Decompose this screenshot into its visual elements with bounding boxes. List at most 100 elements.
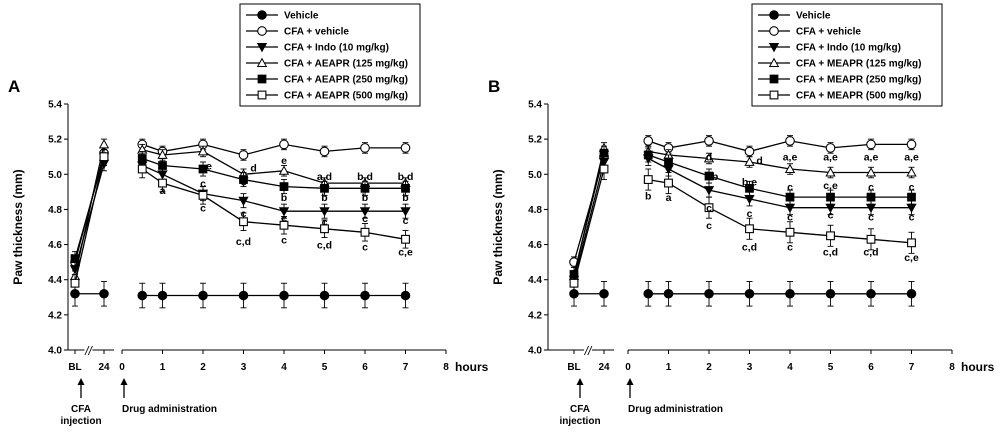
data-point xyxy=(643,288,654,299)
data-point xyxy=(599,164,609,174)
axis-break: // xyxy=(584,344,593,358)
significance-label: c,d xyxy=(317,240,332,252)
data-point xyxy=(320,183,329,193)
significance-label: a,e xyxy=(783,152,798,164)
series-line-pre xyxy=(74,163,105,270)
legend: Vehicle CFA + vehicle CFA + Indo (10 mg/kg… xyxy=(751,3,943,107)
y-tick-label: 5.0 xyxy=(528,170,542,181)
x-tick-label: 7 xyxy=(909,362,915,373)
significance-label: c,e xyxy=(823,180,838,192)
significance-label: a,d xyxy=(317,171,332,183)
significance-label: c xyxy=(909,211,915,223)
y-tick-label: 5.4 xyxy=(48,100,62,111)
data-point xyxy=(906,139,917,150)
significance-label: c,e xyxy=(398,247,413,259)
legend-label: CFA + vehicle xyxy=(284,27,349,38)
legend-marker xyxy=(769,74,779,84)
drug-administration-label: Drug administration xyxy=(628,404,723,415)
significance-label: a xyxy=(666,192,672,204)
data-point xyxy=(70,254,80,263)
series-line-pre xyxy=(573,153,605,275)
data-point xyxy=(704,136,714,146)
x-tick-label: 1 xyxy=(666,362,672,373)
series-5 xyxy=(70,147,410,293)
injection-label: injection xyxy=(559,416,600,427)
data-point xyxy=(906,167,917,177)
data-point xyxy=(703,186,715,196)
significance-label: c xyxy=(706,203,712,215)
significance-label: c xyxy=(200,178,206,190)
x-tick-label: 5 xyxy=(828,362,834,373)
series-line-pre xyxy=(573,168,605,284)
significance-label: c xyxy=(362,241,368,253)
series-2 xyxy=(568,150,917,288)
significance-label: b,d xyxy=(398,171,414,183)
significance-label: b xyxy=(402,192,408,204)
x-axis-label: hours xyxy=(455,360,489,374)
series-line-pre xyxy=(74,156,105,284)
series-1 xyxy=(70,138,411,268)
data-point xyxy=(785,288,795,299)
y-tick-label: 4.8 xyxy=(48,205,62,216)
legend-marker xyxy=(257,90,267,100)
data-point xyxy=(826,192,835,202)
x-tick-label: 2 xyxy=(200,362,206,373)
series-line xyxy=(142,143,406,156)
significance-label: d xyxy=(250,162,256,174)
data-point xyxy=(70,278,80,288)
data-point xyxy=(866,139,876,150)
chart-panel-a: A 4.0 4.2 4.4 4.6 4.8 5.0 5.2 5.4 Paw thickness (… xyxy=(8,3,489,427)
legend-marker xyxy=(256,43,268,53)
significance-label: b xyxy=(321,192,327,204)
data-point xyxy=(360,290,370,301)
significance-label: d xyxy=(706,152,712,164)
data-point xyxy=(866,234,876,244)
x-tick-label: 8 xyxy=(443,362,449,373)
y-tick-label: 5.2 xyxy=(528,135,542,146)
significance-label: c xyxy=(241,176,247,188)
data-point xyxy=(400,143,411,153)
data-point xyxy=(137,164,147,174)
data-point xyxy=(158,161,167,170)
legend-label: CFA + AEAPR (500 mg/kg) xyxy=(284,91,408,102)
data-point xyxy=(745,183,754,193)
x-tick-label: 24 xyxy=(98,362,110,373)
data-point xyxy=(99,288,109,299)
data-point xyxy=(279,139,289,150)
data-point xyxy=(401,234,410,244)
x-tick-label: 1 xyxy=(160,362,166,373)
data-point xyxy=(98,139,110,149)
series-line xyxy=(648,157,912,209)
legend-label: CFA + MEAPR (500 mg/kg) xyxy=(796,91,922,102)
data-point xyxy=(866,288,876,299)
y-axis-label: Paw thickness (mm) xyxy=(491,169,505,284)
chart-panel-b: B 4.0 4.2 4.4 4.6 4.8 5.0 5.2 5.4 Paw thickness (… xyxy=(488,3,995,427)
drug-administration-label: Drug administration xyxy=(122,404,217,415)
series-line xyxy=(648,154,912,198)
y-tick-label: 4.6 xyxy=(48,240,62,251)
drug-arrow-head xyxy=(120,378,128,385)
data-point xyxy=(825,288,836,299)
legend-label: CFA + Indo (10 mg/kg) xyxy=(284,43,389,54)
data-point xyxy=(401,183,410,193)
panel-label: B xyxy=(488,77,500,96)
significance-label: c xyxy=(747,208,753,220)
legend-marker xyxy=(769,90,779,100)
significance-label: c xyxy=(868,211,874,223)
x-tick-label: 5 xyxy=(322,362,328,373)
significance-label: c xyxy=(787,241,793,253)
series-line xyxy=(142,149,406,184)
series-0 xyxy=(569,281,917,307)
significance-label: c xyxy=(706,220,712,232)
legend-marker xyxy=(768,43,780,53)
significance-label: c xyxy=(403,215,409,227)
data-point xyxy=(238,290,249,301)
significance-label: c,d xyxy=(823,247,838,259)
legend-marker xyxy=(769,26,779,36)
x-tick-label: BL xyxy=(68,362,81,373)
legend-label: CFA + AEAPR (250 mg/kg) xyxy=(284,75,408,86)
data-point xyxy=(745,224,754,234)
data-point xyxy=(569,278,579,288)
data-point xyxy=(664,157,673,167)
